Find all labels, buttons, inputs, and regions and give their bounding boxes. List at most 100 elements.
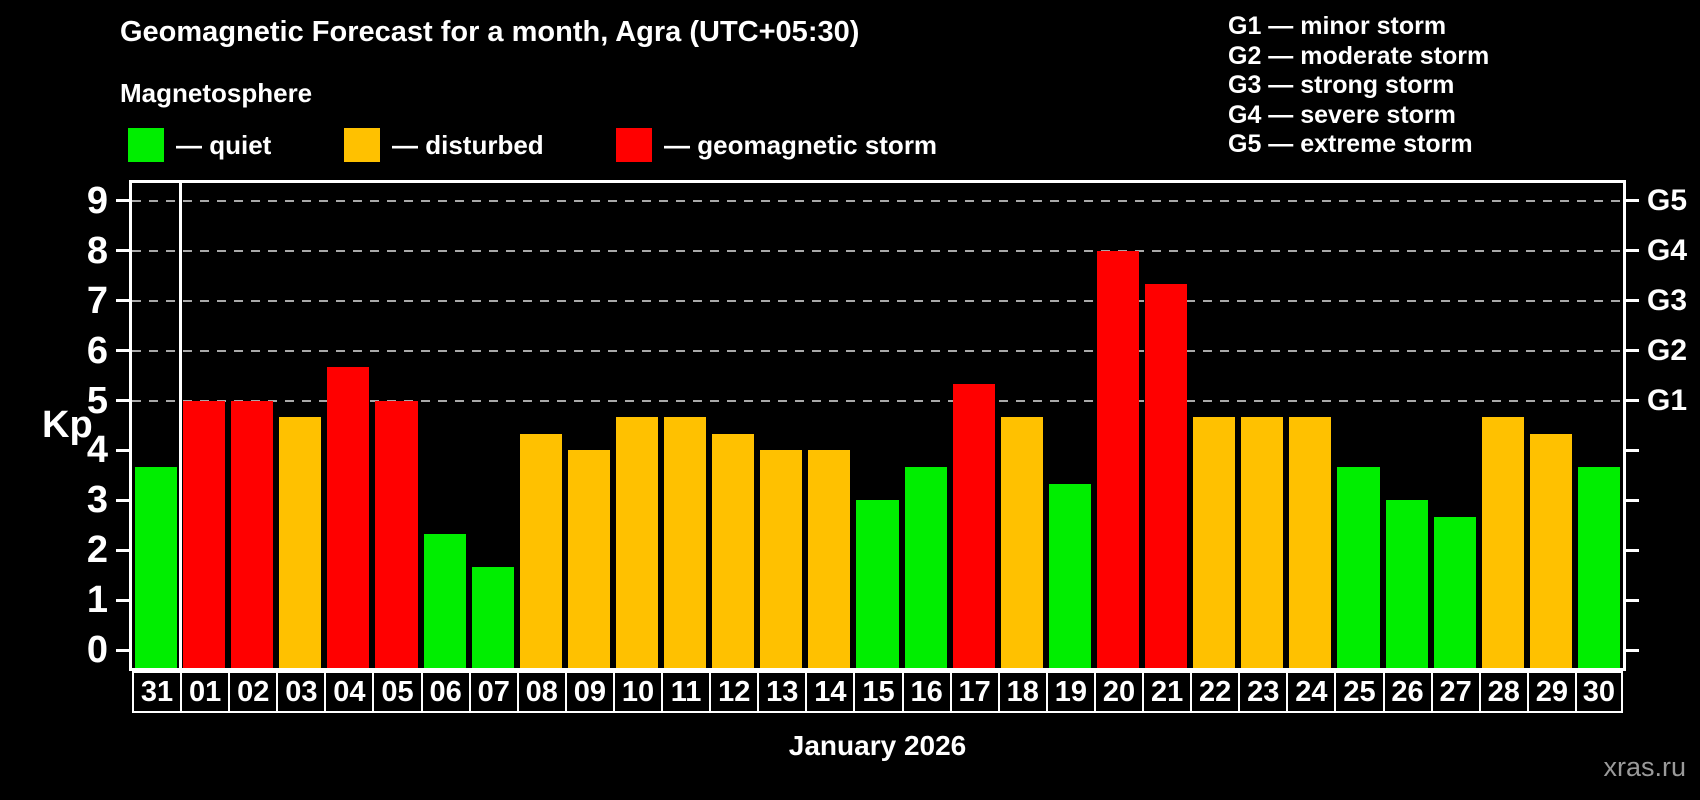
- gridline-kp8: [132, 249, 1623, 252]
- gridline-kp9: [132, 199, 1623, 202]
- day-cell-24: 24: [1286, 671, 1337, 713]
- storm-scale-line: G2 — moderate storm: [1228, 41, 1490, 70]
- kp-bar-day-21: [1145, 284, 1188, 668]
- kp-bar-day-09: [567, 450, 610, 668]
- day-cell-16: 16: [901, 671, 952, 713]
- day-cell-07: 07: [468, 671, 519, 713]
- day-cell-10: 10: [612, 671, 664, 713]
- right-axis-label-G1: G1: [1647, 383, 1688, 417]
- x-axis-day-labels: 31 01 02 03 04 05 06 07 08 09 10 11 12 13 14 15 16 17 18 19…: [132, 671, 1623, 713]
- kp-bar-day-20: [1096, 250, 1140, 668]
- kp-bar-day-03: [279, 417, 322, 668]
- y-axis-tick-label-7: 7: [86, 279, 108, 322]
- day-cell-01: 01: [180, 671, 231, 713]
- kp-bar-day-01: [183, 400, 226, 668]
- y-axis-tick-label-4: 4: [86, 429, 108, 472]
- storm-scale-line: G3 — strong storm: [1228, 71, 1455, 99]
- day-cell-15: 15: [853, 671, 904, 713]
- storm-scale-line: G4 — severe storm: [1228, 100, 1456, 129]
- day-cell-23: 23: [1238, 671, 1289, 713]
- kp-bar-day-26: [1385, 500, 1428, 668]
- right-axis-label-G4: G4: [1647, 233, 1688, 267]
- kp-bar-day-11: [664, 417, 707, 668]
- kp-bar-day-12: [712, 433, 755, 668]
- kp-bar-day-04: [327, 367, 370, 668]
- right-tick-1: [1623, 598, 1639, 602]
- watermark: xras.ru: [1603, 752, 1686, 782]
- disturbed-color-swatch-icon: [344, 128, 380, 162]
- day-cell-04: 04: [324, 671, 375, 713]
- right-tick-2: [1623, 548, 1639, 552]
- day-cell-27: 27: [1430, 671, 1481, 713]
- y-axis-tick-label-1: 1: [86, 579, 108, 622]
- legend-label: — geomagnetic storm: [664, 130, 938, 160]
- kp-bar-day-29: [1529, 433, 1572, 668]
- day-cell-17: 17: [949, 671, 1000, 713]
- right-tick-3: [1623, 498, 1639, 502]
- quiet-color-swatch-icon: [128, 128, 164, 162]
- y-axis-label-kp: Kp: [42, 404, 93, 446]
- plot-frame: 0 1 2 3 4 5 G1 6 G2 7 G3 8 G4 9 G5: [87, 180, 1687, 671]
- left-tick-9: [116, 199, 132, 203]
- kp-bar-day-15: [856, 500, 899, 668]
- kp-bar-day-25: [1337, 466, 1380, 668]
- day-cell-28: 28: [1478, 671, 1529, 713]
- day-cell-18: 18: [997, 671, 1048, 713]
- storm-scale-line: G1 — minor storm: [1228, 12, 1447, 40]
- kp-bar-day-17: [952, 384, 995, 668]
- day-cell-26: 26: [1382, 671, 1433, 713]
- left-tick-6: [116, 349, 132, 353]
- left-tick-0: [116, 648, 132, 652]
- magnetosphere-subtitle: Magnetosphere: [120, 78, 313, 108]
- day-cell-05: 05: [372, 671, 423, 713]
- kp-bar-day-14: [808, 450, 851, 668]
- kp-bar-day-13: [760, 450, 803, 668]
- legend-label: — quiet: [176, 130, 272, 160]
- storm-color-swatch-icon: [616, 128, 652, 162]
- left-tick-8: [116, 249, 132, 253]
- kp-bar-day-28: [1481, 417, 1524, 668]
- y-axis-tick-label-3: 3: [86, 479, 108, 522]
- gridline-kp7: [132, 299, 1623, 302]
- kp-bar-day-31: [135, 466, 178, 668]
- left-tick-3: [116, 498, 132, 502]
- day-cell-12: 12: [709, 671, 760, 713]
- day-cell-02: 02: [228, 671, 279, 713]
- right-tick-4: [1623, 448, 1639, 452]
- right-tick-6: [1623, 349, 1639, 353]
- y-axis-tick-label-6: 6: [86, 329, 108, 372]
- gridline-kp5: [132, 399, 1623, 402]
- month-label: January 2026: [788, 730, 967, 761]
- right-tick-8: [1623, 249, 1639, 253]
- kp-bar-day-02: [231, 400, 274, 668]
- page-title: Geomagnetic Forecast for a month, Agra (…: [120, 16, 860, 48]
- y-axis-tick-label-8: 8: [86, 229, 108, 272]
- day-cell-11: 11: [661, 671, 712, 713]
- kp-bar-day-10: [615, 417, 659, 668]
- left-tick-4: [116, 448, 132, 452]
- day-cell-30: 30: [1574, 671, 1623, 713]
- day-cell-09: 09: [564, 671, 615, 713]
- kp-bar-day-27: [1433, 516, 1476, 668]
- legend-label: — disturbed: [392, 130, 544, 160]
- day-cell-21: 21: [1142, 671, 1193, 713]
- day-cell-31: 31: [132, 671, 183, 713]
- day-cell-06: 06: [420, 671, 471, 713]
- month-separator-line: [178, 183, 182, 668]
- right-tick-5: [1623, 399, 1639, 403]
- y-axis-tick-label-5: 5: [86, 379, 108, 422]
- day-cell-20: 20: [1093, 671, 1145, 713]
- kp-bar-day-18: [1000, 417, 1043, 668]
- y-axis-tick-label-0: 0: [86, 629, 108, 672]
- day-cell-19: 19: [1045, 671, 1096, 713]
- kp-bar-day-24: [1289, 417, 1332, 668]
- y-axis-tick-label-9: 9: [86, 179, 108, 222]
- y-axis-tick-label-2: 2: [86, 529, 108, 572]
- kp-bar-day-30: [1577, 466, 1620, 668]
- kp-bar-day-16: [904, 466, 947, 668]
- kp-bar-day-08: [519, 433, 562, 668]
- left-tick-1: [116, 598, 132, 602]
- gridline-kp6: [132, 349, 1623, 352]
- kp-bar-day-22: [1193, 417, 1236, 668]
